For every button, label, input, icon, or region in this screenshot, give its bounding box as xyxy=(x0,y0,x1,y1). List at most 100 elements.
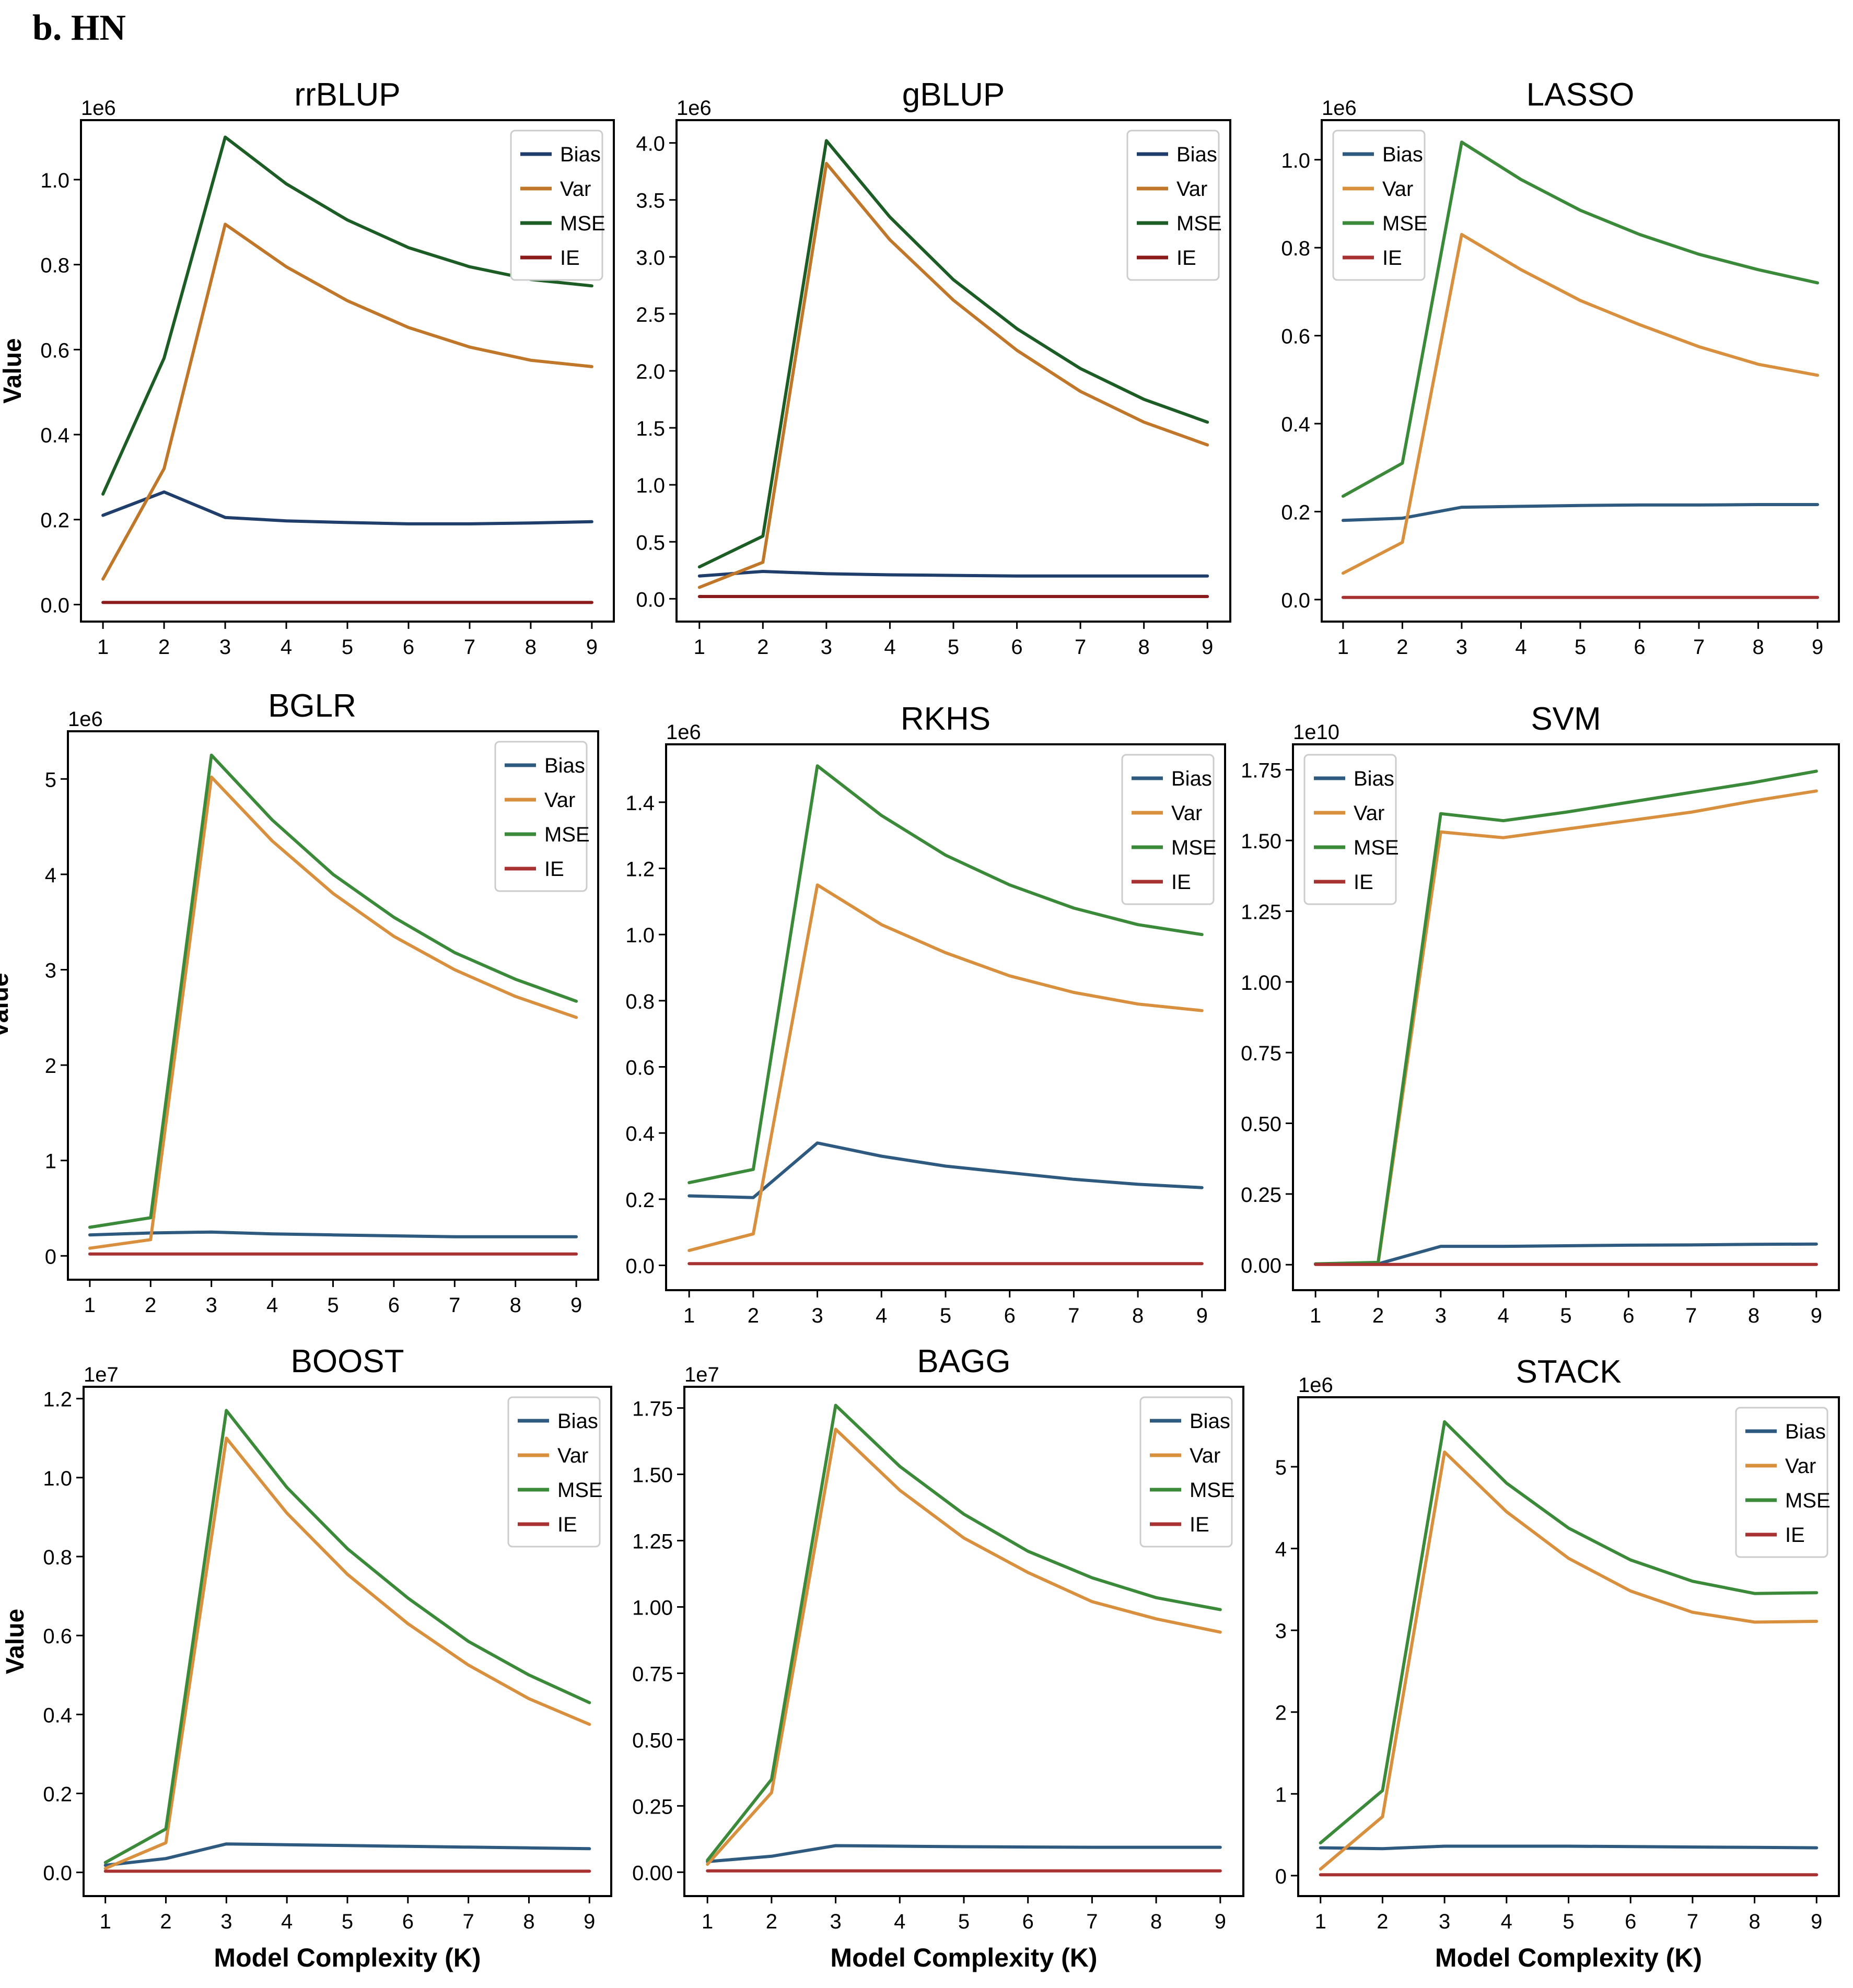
legend-box xyxy=(1303,754,1397,905)
x-tick-label: 4 xyxy=(266,1294,278,1317)
y-tick-label: 1.0 xyxy=(625,924,655,947)
x-tick-label: 6 xyxy=(1623,1304,1634,1327)
x-tick-label: 6 xyxy=(1625,1910,1636,1933)
chart-rkhs: RKHS 1e6 0.0 0.2 0.4 0.6 0.8 1.0 1.2 1.4 1 2 3 4 5 6 7 8 9… xyxy=(625,701,1226,1327)
x-tick-label: 7 xyxy=(449,1294,460,1317)
legend-label-bias: Bias xyxy=(1171,767,1212,790)
legend: Bias Var MSE IE xyxy=(1332,130,1428,281)
axis-multiplier: 1e6 xyxy=(1298,1374,1333,1397)
x-tick-label: 1 xyxy=(100,1910,111,1933)
y-tick-label: 3 xyxy=(45,960,56,983)
y-axis-label: Value xyxy=(2,1609,29,1674)
legend-label-var: Var xyxy=(557,1444,588,1467)
x-tick-label: 8 xyxy=(1138,636,1150,659)
chart-title: BOOST xyxy=(290,1343,404,1379)
chart-boost: BOOST 1e7 0.0 0.2 0.4 0.6 0.8 1.0 1.2 1 2 3 4 5 6 7 8 9 Va… xyxy=(2,1343,612,1972)
y-tick-label: 1 xyxy=(45,1150,56,1173)
legend-box xyxy=(1735,1407,1828,1558)
x-tick-label: 4 xyxy=(1498,1304,1509,1327)
y-tick-label: 5 xyxy=(1275,1456,1287,1479)
x-tick-label: 5 xyxy=(1563,1910,1574,1933)
y-tick-label: 0.2 xyxy=(40,509,69,532)
x-tick-label: 4 xyxy=(281,636,292,659)
axis-multiplier: 1e6 xyxy=(68,708,103,731)
legend-label-ie: IE xyxy=(557,1513,577,1536)
x-tick-label: 8 xyxy=(1748,1304,1759,1327)
x-tick-label: 3 xyxy=(220,1910,232,1933)
legend-label-bias: Bias xyxy=(1354,767,1394,790)
x-tick-label: 8 xyxy=(1749,1910,1760,1933)
y-tick-label: 4 xyxy=(45,864,56,887)
y-tick-label: 0.0 xyxy=(1281,589,1310,612)
legend-label-var: Var xyxy=(1176,178,1207,201)
y-tick-label: 0.6 xyxy=(43,1625,72,1648)
x-tick-label: 9 xyxy=(1196,1304,1208,1327)
chart-gblup: gBLUP 1e6 0.0 0.5 1.0 1.5 2.0 2.5 3.0 3.5 4.0 1 2 3 4 5… xyxy=(636,77,1231,659)
legend-label-var: Var xyxy=(544,789,575,812)
x-tick-label: 7 xyxy=(1086,1910,1098,1933)
series-line-var xyxy=(706,1428,1222,1866)
axis-multiplier: 1e6 xyxy=(677,97,712,120)
y-tick-label: 0.50 xyxy=(632,1729,673,1752)
series-line-mse xyxy=(88,753,578,1229)
x-tick-label: 7 xyxy=(1685,1304,1697,1327)
x-tick-label: 2 xyxy=(145,1294,156,1317)
chart-title: BAGG xyxy=(917,1343,1010,1379)
legend: Bias Var MSE IE xyxy=(510,130,605,281)
series-line-var xyxy=(88,775,578,1250)
y-axis-label: Value xyxy=(0,973,14,1038)
y-tick-label: 0.2 xyxy=(43,1783,72,1806)
chart-lasso: LASSO 1e6 0.0 0.2 0.4 0.6 0.8 1.0 1 2 3 4 5 6 7 8 9 Bias V… xyxy=(1281,77,1840,659)
x-tick-label: 1 xyxy=(1310,1304,1321,1327)
legend-label-bias: Bias xyxy=(544,754,585,777)
series-line-bias xyxy=(706,1844,1222,1863)
x-tick-label: 4 xyxy=(884,636,895,659)
series-line-var xyxy=(103,1436,591,1870)
axis-multiplier: 1e6 xyxy=(81,97,116,120)
x-tick-label: 1 xyxy=(694,636,705,659)
legend-box xyxy=(1139,1396,1233,1548)
y-tick-label: 4 xyxy=(1275,1538,1287,1561)
y-tick-label: 5 xyxy=(45,768,56,791)
series-line-var xyxy=(697,161,1209,589)
x-tick-label: 3 xyxy=(1435,1304,1447,1327)
series-line-var xyxy=(687,883,1204,1252)
series-line-mse xyxy=(1314,769,1818,1266)
x-tick-label: 6 xyxy=(1634,636,1645,659)
y-tick-label: 0.5 xyxy=(636,531,665,554)
y-axis-label: Value xyxy=(0,338,27,403)
chart-title: SVM xyxy=(1531,701,1601,737)
x-tick-label: 5 xyxy=(1560,1304,1571,1327)
x-tick-label: 9 xyxy=(570,1294,582,1317)
x-tick-label: 3 xyxy=(206,1294,217,1317)
series-line-var xyxy=(101,223,593,581)
y-tick-label: 2 xyxy=(45,1055,56,1078)
y-tick-label: 1.2 xyxy=(43,1388,72,1411)
y-tick-label: 0.25 xyxy=(632,1795,673,1818)
x-tick-label: 5 xyxy=(948,636,959,659)
x-tick-label: 8 xyxy=(510,1294,521,1317)
y-tick-label: 3 xyxy=(1275,1620,1287,1643)
y-tick-label: 0.0 xyxy=(636,588,665,611)
y-tick-label: 1.5 xyxy=(636,417,665,440)
y-tick-label: 1.75 xyxy=(1241,759,1281,782)
legend-box xyxy=(494,741,588,892)
y-tick-label: 0.6 xyxy=(40,339,69,362)
x-tick-label: 9 xyxy=(584,1910,595,1933)
legend-label-mse: MSE xyxy=(560,212,605,235)
legend: Bias Var MSE IE xyxy=(507,1396,603,1548)
x-tick-label: 2 xyxy=(1377,1910,1388,1933)
legend-label-bias: Bias xyxy=(1176,143,1217,166)
axis-multiplier: 1e6 xyxy=(1322,97,1357,120)
legend-label-var: Var xyxy=(1354,802,1384,825)
chart-stack: STACK 1e6 0 1 2 3 4 5 1 2 3 4 5 6 7 8 9 Model Complexity … xyxy=(1275,1354,1840,1972)
x-tick-label: 1 xyxy=(1315,1910,1326,1933)
y-tick-label: 1.00 xyxy=(1241,972,1281,995)
y-tick-label: 1.0 xyxy=(40,169,69,192)
legend-label-mse: MSE xyxy=(1171,836,1217,859)
y-tick-label: 3.0 xyxy=(636,247,665,270)
x-tick-label: 6 xyxy=(1004,1304,1016,1327)
series-line-mse xyxy=(1341,141,1820,498)
y-tick-label: 0.75 xyxy=(632,1663,673,1686)
series-line-bias xyxy=(88,1230,578,1238)
